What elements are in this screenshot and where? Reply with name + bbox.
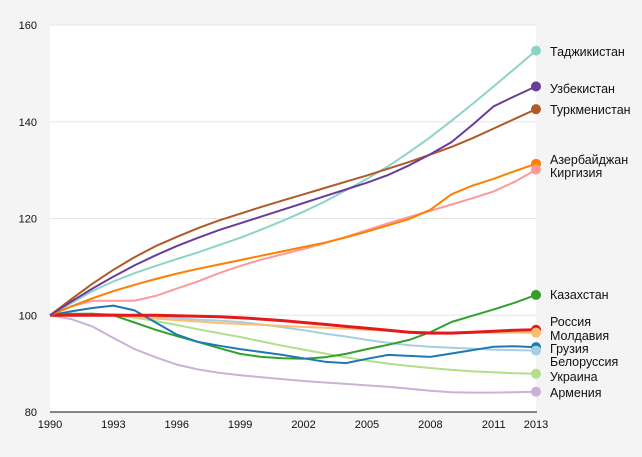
legend-label: Туркменистан [550,103,631,117]
legend-label: Грузия [550,342,589,356]
series-end-marker-0 [531,45,541,56]
series-end-marker-7 [531,327,541,338]
legend-label: Азербайджан [550,153,628,167]
series-line-3 [49,162,537,317]
legend-label: Украина [550,370,598,384]
legend-label: Армения [550,386,602,400]
series-line-4 [49,168,537,317]
series-end-marker-10 [531,368,541,379]
series-end-marker-11 [531,386,541,397]
legend-label: Киргизия [550,166,602,180]
series-line-2 [49,108,537,317]
legend-label: Казахстан [550,288,609,302]
x-tick-label: 1996 [165,419,189,431]
y-axis-ticks: 80 100 120 140 160 [19,20,37,419]
series-line-8 [49,304,537,365]
legend: Таджикистан Узбекистан Туркменистан Азербай… [531,45,631,400]
legend-label: Таджикистан [550,45,625,59]
series-lines [49,49,537,394]
y-tick-label: 100 [19,310,37,322]
legend-label: Узбекистан [550,82,615,96]
series-end-marker-4 [531,164,541,175]
series-end-marker-1 [531,81,541,92]
series-line-11 [49,314,537,394]
x-tick-label: 2013 [524,419,548,431]
x-tick-label: 1990 [38,419,62,431]
x-tick-label: 2008 [418,419,442,431]
series-end-marker-9 [531,345,541,356]
y-tick-label: 120 [19,214,37,226]
legend-label: Белоруссия [550,355,618,369]
y-tick-label: 160 [19,20,37,32]
x-tick-label: 2011 [482,419,506,431]
legend-label: Молдавия [550,329,609,343]
series-line-5 [49,293,537,360]
series-end-marker-5 [531,289,541,300]
series-line-1 [49,85,537,317]
series-end-marker-2 [531,104,541,115]
x-tick-label: 2005 [355,419,379,431]
x-tick-label: 1999 [228,419,252,431]
y-tick-label: 80 [25,407,37,419]
x-axis-ticks: 1990 1993 1996 1999 2002 2005 2008 2011 2013 [38,419,548,431]
legend-label: Россия [550,315,591,329]
series-line-0 [49,49,537,317]
x-tick-label: 1993 [101,419,125,431]
x-tick-label: 2002 [291,419,315,431]
y-tick-label: 140 [19,117,37,129]
series-line-6 [50,313,537,335]
